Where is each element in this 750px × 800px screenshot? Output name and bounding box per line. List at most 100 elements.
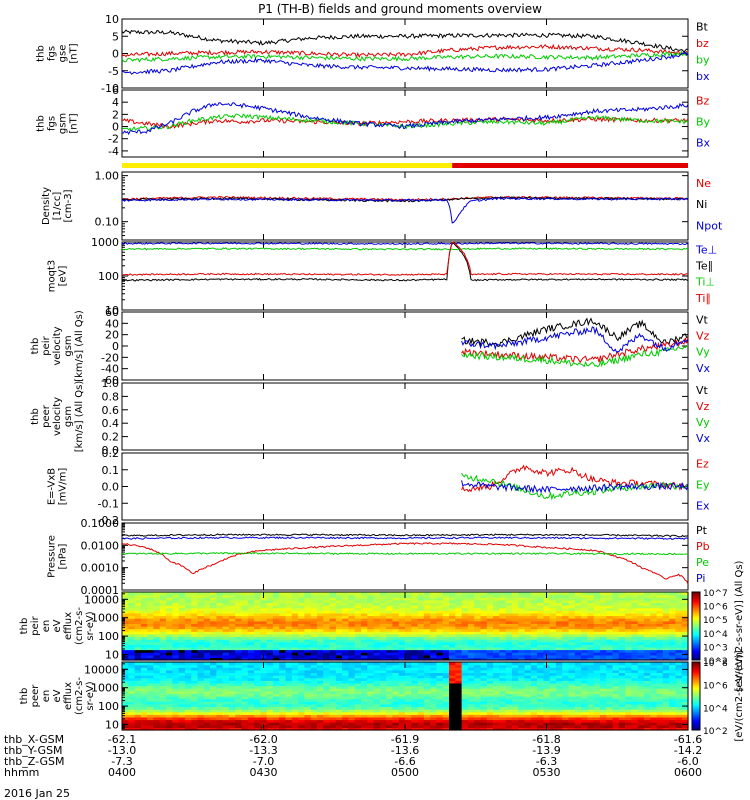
spectrogram-cell <box>555 607 563 611</box>
spectrogram-cell <box>631 623 639 627</box>
spectrogram-cell <box>455 688 463 692</box>
spectrogram-cell <box>128 696 136 700</box>
spectrogram-cell <box>461 615 469 619</box>
spectrogram-cell <box>581 677 588 681</box>
spectrogram-cell <box>398 675 406 679</box>
legend-Vt: Vt <box>696 384 709 397</box>
spectrogram-cell <box>235 714 243 718</box>
spectrogram-cell <box>348 675 356 679</box>
spectrogram-cell <box>600 701 607 705</box>
spectrogram-cell <box>159 636 167 640</box>
y-axis-label-line: thb <box>36 45 47 62</box>
spectrogram-cell <box>197 641 205 645</box>
spectrogram-cell <box>128 727 136 731</box>
spectrogram-cell <box>191 592 199 596</box>
spectrogram-cell <box>581 714 588 718</box>
spectrogram-cell <box>467 654 475 658</box>
spectrogram-cell <box>411 626 419 630</box>
spectrogram-cell <box>254 657 261 661</box>
spectrogram-cell <box>354 657 362 661</box>
spectrogram-cell <box>499 633 507 637</box>
spectrogram-cell <box>373 693 381 697</box>
spectrogram-cell <box>153 690 161 694</box>
spectrogram-cell <box>656 685 664 689</box>
spectrogram-cell <box>411 701 419 705</box>
spectrogram-cell <box>172 696 180 700</box>
spectrogram-cell <box>134 685 142 689</box>
spectrogram-cell <box>581 680 588 684</box>
spectrogram-cell <box>329 610 337 614</box>
spectrogram-cell <box>285 599 293 603</box>
spectrogram-cell <box>191 716 199 721</box>
spectrogram-cell <box>455 631 463 635</box>
spectrogram-cell <box>191 698 199 702</box>
spectrogram-cell <box>405 607 412 611</box>
y-axis-label-line: eV <box>52 619 63 632</box>
spectrogram-cell <box>555 597 563 601</box>
spectrogram-cell <box>405 685 412 689</box>
spectrogram-cell <box>423 610 431 614</box>
spectrogram-cell <box>549 592 557 596</box>
spectrogram-cell <box>449 675 456 679</box>
spectrogram-cell <box>291 677 299 681</box>
spectrogram-cell <box>254 626 261 630</box>
spectrogram-cell <box>122 612 129 617</box>
spectrogram-cell <box>291 675 299 679</box>
spectrogram-cell <box>279 626 287 630</box>
series-line-Pt <box>121 533 689 538</box>
y-axis-label-line: [1/cc] <box>52 192 63 221</box>
spectrogram-cell <box>631 602 639 606</box>
spectrogram-cell <box>669 602 676 606</box>
spectrogram-cell <box>373 649 381 653</box>
spectrogram-cell <box>323 602 331 606</box>
spectrogram-cell <box>612 719 620 723</box>
spectrogram-cell <box>681 677 689 681</box>
spectrogram-cell <box>184 685 192 689</box>
spectrogram-cell <box>411 594 419 598</box>
spectrogram-cell <box>511 690 519 694</box>
spectrogram-cell <box>329 685 337 689</box>
spectrogram-cell <box>430 690 438 694</box>
spectrogram-cell <box>524 649 532 653</box>
spectrogram-cell <box>147 646 155 651</box>
spectrogram-cell <box>467 703 475 707</box>
spectrogram-cell <box>304 607 312 611</box>
spectrogram-cell <box>568 607 576 611</box>
spectrogram-cell <box>159 657 167 661</box>
spectrogram-cell <box>354 711 362 715</box>
y-axis-label: thb peir en eV efflux (cm2-s-sr-eV) <box>19 607 96 645</box>
spectrogram-cell <box>574 701 582 705</box>
y-axis-label-line: [eV] <box>58 266 69 287</box>
spectrogram-cell <box>417 628 425 632</box>
spectrogram-cell <box>681 599 689 603</box>
spectrogram-cell <box>191 675 199 679</box>
spectrogram-cell <box>656 649 664 653</box>
spectrogram-cell <box>147 719 155 723</box>
spectrogram-cell <box>681 610 689 614</box>
spectrogram-cell <box>417 672 425 676</box>
spectrogram-cell <box>254 682 261 687</box>
spectrogram-cell <box>178 612 186 617</box>
y-tick-label: -40 <box>101 363 119 376</box>
spectrogram-cell <box>618 592 626 596</box>
spectrogram-cell <box>317 688 324 692</box>
spectrogram-cell <box>304 615 312 619</box>
spectrogram-cell <box>493 682 500 687</box>
spectrogram-cell <box>348 644 356 648</box>
spectrogram-cell <box>618 706 626 710</box>
spectrogram-cell <box>574 669 582 673</box>
spectrogram-cell <box>367 698 375 702</box>
spectrogram-cell <box>675 646 683 651</box>
spectrogram-cell <box>436 594 444 598</box>
spectrogram-cell <box>367 602 375 606</box>
spectrogram-cell <box>210 605 217 609</box>
spectrogram-cell <box>147 654 155 658</box>
spectrogram-cell <box>122 664 129 668</box>
spectrogram-cell <box>511 657 519 661</box>
spectrogram-cell <box>398 599 406 603</box>
spectrogram-cell <box>612 675 620 679</box>
spectrogram-cell <box>122 680 129 684</box>
spectrogram-cell <box>593 615 601 619</box>
spectrogram-cell <box>499 615 507 619</box>
spectrogram-cell <box>354 623 362 627</box>
